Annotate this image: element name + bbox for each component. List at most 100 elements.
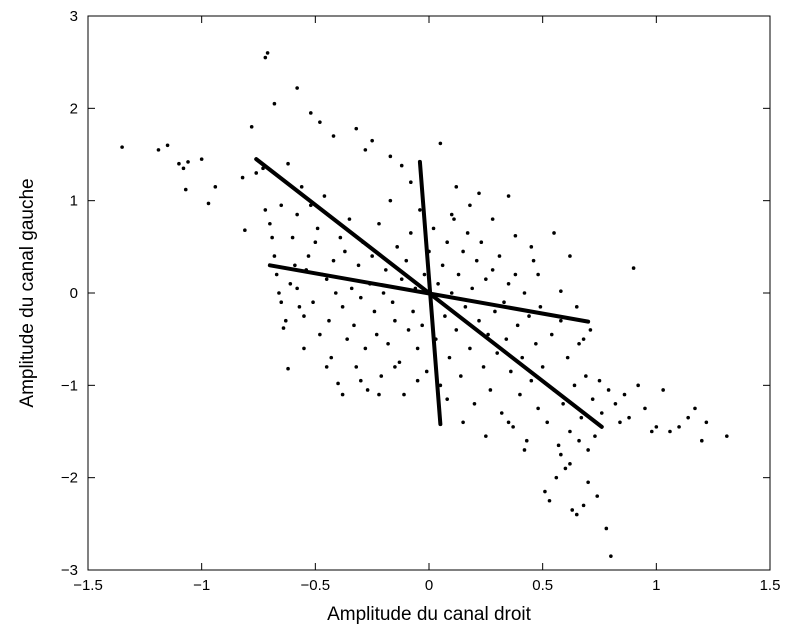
data-point <box>388 154 393 159</box>
data-point <box>302 346 306 351</box>
data-point <box>293 263 297 268</box>
data-point <box>497 254 502 258</box>
data-point <box>581 503 586 508</box>
data-point <box>518 392 522 397</box>
data-point <box>661 388 665 392</box>
data-point <box>574 512 579 517</box>
data-point <box>506 194 511 198</box>
data-point <box>577 341 581 346</box>
data-point <box>436 281 440 286</box>
data-point <box>531 258 536 263</box>
data-point <box>536 272 540 277</box>
data-point <box>263 208 268 212</box>
data-point <box>324 365 329 369</box>
data-point <box>484 434 488 438</box>
data-point <box>484 277 488 281</box>
data-point <box>493 309 497 314</box>
data-point <box>606 388 611 392</box>
data-point <box>288 281 293 286</box>
data-point <box>668 429 672 434</box>
data-point <box>599 411 604 415</box>
y-tick-label: 2 <box>70 100 78 117</box>
data-point <box>311 300 315 305</box>
data-point <box>177 161 181 166</box>
x-tick-label: −0.5 <box>301 577 331 594</box>
data-point <box>529 245 534 249</box>
data-point <box>331 134 336 138</box>
data-point <box>509 369 513 374</box>
data-point <box>272 254 277 258</box>
data-point <box>472 402 477 406</box>
data-point <box>499 411 504 415</box>
data-point <box>654 425 659 429</box>
data-point <box>377 221 381 226</box>
data-point <box>459 374 463 378</box>
data-point <box>488 388 493 392</box>
data-point <box>543 489 547 494</box>
data-point <box>686 415 690 420</box>
data-point <box>545 420 550 425</box>
data-point <box>527 314 531 318</box>
data-point <box>340 305 345 309</box>
data-point <box>524 438 529 443</box>
data-point <box>359 295 363 300</box>
data-point <box>465 231 470 235</box>
data-point <box>395 245 399 249</box>
data-point <box>356 263 361 268</box>
data-point <box>440 263 445 268</box>
data-point <box>377 392 381 397</box>
data-point <box>370 254 374 258</box>
data-point <box>409 231 413 235</box>
data-point <box>295 212 299 217</box>
data-point <box>506 420 511 425</box>
data-point <box>577 438 581 443</box>
data-point <box>363 148 368 152</box>
data-point <box>399 277 404 281</box>
data-point <box>622 392 627 397</box>
data-point <box>156 148 161 152</box>
data-point <box>559 452 563 457</box>
data-point <box>693 406 697 411</box>
x-tick-label: 1 <box>652 577 660 594</box>
data-point <box>704 420 709 425</box>
data-point <box>477 318 481 323</box>
data-point <box>336 381 340 386</box>
data-point <box>274 272 279 277</box>
data-point <box>318 332 322 337</box>
data-point <box>568 429 572 434</box>
data-point <box>454 328 459 332</box>
data-point <box>511 425 515 429</box>
y-axis-label: Amplitude du canal gauche <box>17 178 38 407</box>
y-tick-label: 1 <box>70 193 78 210</box>
data-point <box>631 266 636 270</box>
data-point <box>561 402 565 406</box>
data-point <box>613 402 618 406</box>
data-point <box>438 383 443 388</box>
data-point <box>461 420 465 425</box>
data-point <box>563 466 568 471</box>
data-point <box>213 185 218 189</box>
data-point <box>297 305 302 309</box>
data-point <box>404 258 409 263</box>
x-axis-label: Amplitude du canal droit <box>327 604 532 625</box>
data-point <box>463 305 468 309</box>
data-point <box>347 217 352 221</box>
data-point <box>165 143 170 148</box>
data-point <box>120 145 124 149</box>
data-point <box>270 235 274 240</box>
data-point <box>609 554 613 558</box>
data-point <box>199 157 204 161</box>
data-point <box>590 397 595 401</box>
data-point <box>409 180 413 184</box>
data-point <box>513 233 518 238</box>
data-point <box>649 429 654 434</box>
data-point <box>570 508 575 512</box>
data-point <box>572 383 577 388</box>
data-point <box>379 374 384 378</box>
data-point <box>411 309 415 314</box>
data-point <box>295 286 299 291</box>
data-point <box>384 268 388 272</box>
data-point <box>415 378 420 383</box>
data-point <box>263 55 268 60</box>
